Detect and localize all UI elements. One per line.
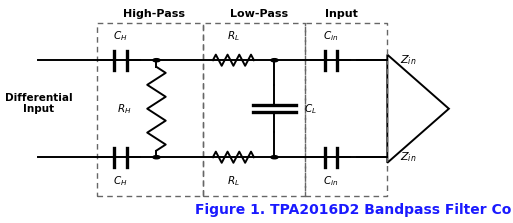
Text: $C_H$: $C_H$ (113, 174, 128, 188)
Circle shape (271, 59, 278, 62)
Circle shape (153, 59, 160, 62)
Text: $Z_{in}$: $Z_{in}$ (400, 150, 417, 164)
Circle shape (271, 156, 278, 159)
Text: $C_{in}$: $C_{in}$ (323, 174, 339, 188)
Text: High-Pass: High-Pass (123, 10, 185, 19)
Text: $R_L$: $R_L$ (227, 30, 240, 43)
Text: Differential
Input: Differential Input (5, 93, 72, 114)
Text: $R_L$: $R_L$ (227, 174, 240, 188)
Text: Input: Input (325, 10, 358, 19)
Text: Low-Pass: Low-Pass (230, 10, 288, 19)
Text: Figure 1. TPA2016D2 Bandpass Filter Co: Figure 1. TPA2016D2 Bandpass Filter Co (195, 203, 511, 217)
Text: $R_H$: $R_H$ (117, 102, 132, 116)
Text: $Z_{in}$: $Z_{in}$ (400, 53, 417, 67)
Text: $C_H$: $C_H$ (113, 30, 128, 43)
Circle shape (153, 156, 160, 159)
Text: $C_L$: $C_L$ (304, 102, 317, 116)
Text: $C_{in}$: $C_{in}$ (323, 30, 339, 43)
